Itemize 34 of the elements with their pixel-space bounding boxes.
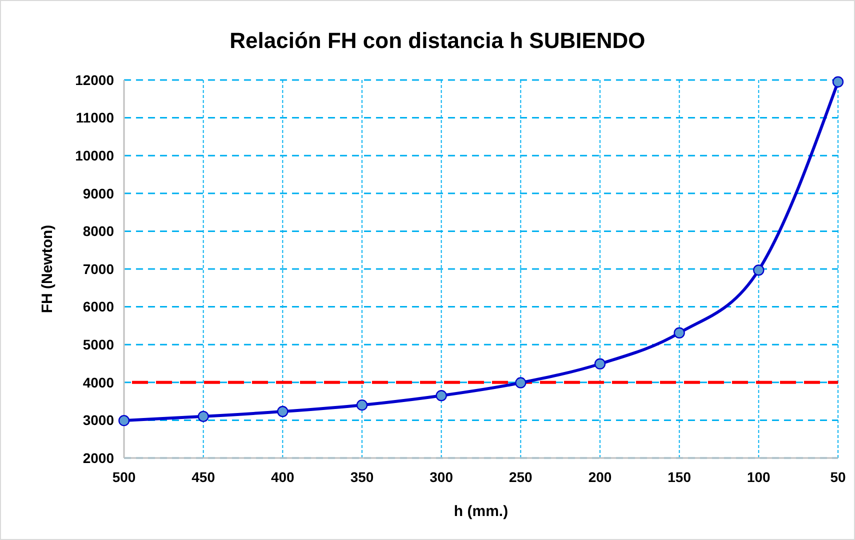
y-tick-label: 12000 (75, 72, 114, 88)
y-tick-label: 9000 (82, 185, 114, 202)
point (356, 399, 368, 411)
point (594, 358, 606, 370)
point (198, 410, 209, 422)
point (515, 377, 526, 388)
point (753, 264, 764, 276)
y-tick-label: 8000 (82, 223, 114, 240)
x-tick-label: 450 (192, 469, 216, 485)
x-tick-label: 50 (830, 469, 846, 485)
chart-title: Relación FH con distancia h SUBIENDO (230, 28, 646, 53)
y-tick-label: 6000 (82, 298, 114, 315)
x-tick-label: 150 (668, 469, 692, 485)
point (832, 76, 844, 88)
x-tick-label: 400 (270, 469, 295, 485)
y-tick-label: 10000 (75, 148, 114, 164)
y-tick-label: 3000 (82, 412, 114, 428)
y-tick-label: 7000 (82, 260, 114, 277)
x-tick-label: 350 (350, 469, 374, 485)
x-axis-title: h (mm.) (454, 503, 508, 520)
x-tick-label: 250 (508, 469, 533, 485)
x-tick-label: 500 (112, 469, 136, 485)
y-tick-label: 5000 (82, 336, 114, 352)
point (674, 327, 685, 338)
y-tick-label: 11000 (76, 110, 114, 126)
point (436, 390, 447, 402)
x-tick-label: 200 (588, 469, 612, 485)
y-axis-title: FH (Newton) (39, 224, 56, 314)
y-tick-label: 4000 (82, 374, 114, 390)
x-tick-label: 100 (746, 469, 771, 485)
point (277, 406, 288, 418)
x-tick-label: 300 (430, 469, 454, 485)
point (118, 414, 130, 426)
y-tick-label: 2000 (82, 450, 114, 466)
